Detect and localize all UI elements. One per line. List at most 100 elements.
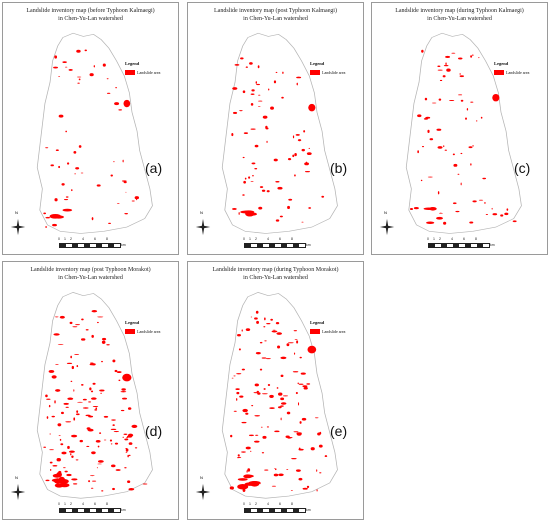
landslide-patch: [233, 410, 237, 412]
landslide-patch: [106, 78, 109, 80]
landslide-patch: [103, 439, 107, 441]
landslide-patch: [247, 468, 251, 472]
scale-tick-label: 6: [94, 237, 96, 241]
landslide-patch: [106, 92, 111, 94]
landslide-patch: [239, 110, 243, 112]
landslide-patch: [254, 144, 259, 148]
scale-tick-label: 6: [94, 502, 96, 506]
map-panel-e: Landslide inventory map (during Typhoon …: [187, 261, 364, 520]
landslide-patch: [480, 116, 483, 119]
landslide-patch: [91, 397, 97, 400]
landslide-patch: [250, 450, 252, 453]
legend-label: Landslide area: [322, 70, 346, 75]
map-title: Landslide inventory map (post Typhoon Ka…: [214, 8, 337, 14]
landslide-patch: [445, 62, 447, 66]
landslide-patch: [255, 310, 259, 314]
landslide-patch: [307, 345, 317, 354]
landslide-patch: [304, 162, 309, 166]
landslide-patch: [436, 216, 443, 220]
landslide-patch: [77, 82, 80, 84]
landslide-patch: [68, 68, 73, 71]
landslide-patch: [420, 179, 423, 182]
landslide-patch: [122, 397, 128, 400]
landslide-patch: [242, 194, 245, 196]
landslide-patch: [75, 459, 79, 461]
landslide-patch: [134, 447, 138, 449]
landslide-patch: [256, 390, 259, 393]
landslide-patch: [254, 168, 258, 170]
landslide-patch: [114, 442, 119, 445]
landslide-patch: [301, 148, 305, 152]
landslide-patch: [73, 151, 77, 154]
landslide-patch: [442, 75, 446, 78]
landslide-patch: [288, 198, 293, 201]
landslide-patch: [273, 158, 278, 162]
legend-label: Landslide area: [322, 329, 346, 334]
watershed-boundary: [221, 32, 338, 234]
landslide-patch: [125, 448, 128, 450]
landslide-patch: [233, 375, 236, 377]
landslide-patch: [278, 473, 284, 477]
legend-swatch: [494, 70, 504, 75]
landslide-patch: [446, 68, 451, 72]
landslide-patch: [244, 177, 247, 180]
landslide-patch: [112, 424, 115, 426]
landslide-patch: [55, 149, 59, 152]
landslide-patch: [465, 117, 467, 120]
legend-title: Legend: [310, 61, 325, 66]
landslide-patch: [270, 318, 273, 321]
landslide-patch: [255, 81, 258, 84]
scale-tick-label: 8: [475, 237, 477, 241]
landslide-patch: [97, 460, 104, 463]
landslide-patch: [118, 109, 123, 111]
landslide-patch: [267, 384, 271, 387]
landslide-patch: [65, 406, 69, 408]
landslide-patch: [512, 220, 517, 223]
legend-title: Legend: [125, 320, 140, 325]
landslide-patch: [431, 102, 437, 104]
scale-bar: [428, 243, 490, 248]
landslide-patch: [57, 423, 62, 427]
landslide-patch: [106, 344, 110, 346]
landslide-patch: [266, 140, 268, 144]
legend-label: Landslide area: [137, 70, 161, 75]
scale-tick-label: 1: [249, 237, 251, 241]
landslide-patch: [301, 417, 307, 421]
landslide-patch: [120, 409, 125, 412]
landslide-patch: [116, 371, 122, 374]
landslide-patch: [96, 467, 98, 469]
scale-tick-label: 6: [463, 237, 465, 241]
landslide-patch: [269, 394, 274, 398]
landslide-patch: [248, 434, 254, 437]
landslide-patch: [274, 430, 280, 433]
landslide-patch: [61, 183, 65, 186]
landslide-patch: [254, 415, 261, 417]
landslide-patch: [319, 431, 322, 435]
scale-unit: km: [121, 243, 126, 247]
landslide-patch: [243, 474, 253, 479]
landslide-patch: [292, 154, 295, 158]
landslide-patch: [439, 79, 443, 82]
landslide-patch: [296, 82, 298, 86]
landslide-patch: [229, 486, 234, 490]
landslide-patch: [279, 215, 283, 218]
landslide-patch: [443, 65, 449, 67]
landslide-patch: [492, 93, 500, 102]
landslide-patch: [65, 130, 67, 133]
landslide-patch: [122, 159, 124, 163]
landslide-patch: [427, 176, 433, 178]
landslide-patch: [241, 368, 245, 371]
landslide-patch: [45, 216, 51, 219]
landslide-patch: [73, 389, 75, 392]
landslide-patch: [253, 392, 259, 394]
landslide-patch: [273, 80, 277, 84]
landslide-patch: [58, 114, 64, 118]
landslide-patch: [72, 326, 78, 328]
landslide-patch: [65, 421, 72, 423]
landslide-patch: [460, 99, 464, 102]
landslide-patch: [455, 210, 460, 213]
landslide-patch: [131, 424, 138, 429]
landslide-patch: [261, 189, 266, 192]
landslide-patch: [245, 446, 251, 450]
landslide-patch: [316, 489, 318, 492]
